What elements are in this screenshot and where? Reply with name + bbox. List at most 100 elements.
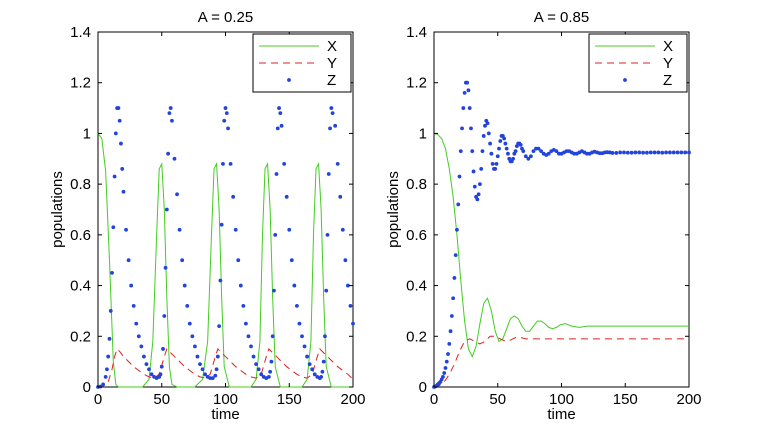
y-tick-label: 0.8 (406, 176, 427, 193)
y-tick-label: 0.8 (70, 176, 91, 193)
data-point (167, 111, 172, 116)
data-point (457, 174, 462, 179)
y-axis-label: populations (49, 171, 66, 248)
data-point (159, 364, 164, 369)
data-point (268, 369, 273, 374)
data-point (325, 232, 330, 237)
series-z (432, 80, 691, 389)
data-point (461, 106, 466, 110)
data-point (471, 169, 476, 174)
data-point (136, 334, 141, 339)
data-point (300, 334, 304, 339)
data-point (120, 167, 125, 171)
data-point (224, 111, 229, 116)
data-point (246, 334, 251, 339)
data-point (443, 366, 448, 370)
data-point (185, 303, 190, 308)
data-point (187, 321, 192, 326)
data-point (493, 167, 498, 171)
data-point (106, 354, 111, 359)
data-point (622, 150, 626, 155)
data-point (190, 334, 195, 339)
data-point (116, 106, 121, 110)
data-point (272, 288, 276, 293)
data-point (198, 362, 202, 367)
data-point (241, 303, 246, 308)
data-point (618, 150, 623, 155)
data-point (203, 372, 208, 377)
data-point (147, 367, 151, 372)
data-point (625, 150, 630, 155)
data-point (163, 265, 168, 270)
data-point (172, 156, 177, 161)
data-point (633, 150, 638, 155)
series-y (433, 335, 689, 388)
x-tick-label: 150 (613, 391, 638, 408)
data-point (554, 149, 559, 154)
data-point (475, 197, 480, 202)
y-axis-label: populations (385, 171, 402, 248)
data-point (504, 146, 509, 151)
series-line (97, 133, 353, 388)
data-point (217, 324, 222, 329)
data-point (233, 227, 238, 232)
data-point (478, 182, 482, 187)
data-point (101, 382, 105, 387)
data-point (110, 270, 114, 275)
data-point (107, 336, 112, 341)
data-point (219, 222, 224, 227)
y-tick-label: 0.2 (70, 328, 91, 345)
data-point (302, 344, 307, 349)
data-point (494, 161, 499, 166)
data-point (177, 227, 182, 232)
data-point (498, 139, 503, 143)
x-tick-label: 100 (213, 391, 238, 408)
data-point (656, 150, 661, 155)
data-point (236, 258, 241, 263)
data-point (458, 149, 463, 154)
data-point (289, 258, 294, 263)
data-point (648, 150, 653, 155)
data-point (469, 126, 473, 131)
data-point (444, 359, 449, 364)
data-point (536, 146, 541, 151)
data-point (269, 359, 274, 364)
data-point (679, 150, 684, 155)
data-point (149, 372, 154, 377)
data-point (259, 372, 264, 377)
x-axis-label: time (547, 406, 575, 423)
data-point (213, 373, 218, 378)
data-point (105, 367, 109, 372)
data-point (340, 227, 345, 232)
y-tick-label: 0.4 (406, 278, 427, 295)
data-point (321, 359, 326, 364)
data-point (614, 151, 619, 155)
data-point (195, 354, 200, 359)
data-point (221, 161, 225, 166)
data-point (266, 374, 271, 379)
series-y (97, 348, 354, 388)
legend-label: Y (327, 55, 337, 72)
x-tick-label: 100 (549, 391, 574, 408)
data-point (168, 106, 173, 110)
data-point (164, 207, 169, 212)
data-point (166, 151, 171, 156)
data-point (483, 123, 487, 128)
legend-label: X (663, 38, 673, 55)
y-tick-label: 0.6 (406, 227, 427, 244)
data-point (513, 149, 518, 154)
data-point (254, 362, 258, 367)
data-point (251, 354, 256, 359)
series-z (96, 106, 355, 389)
data-point (351, 321, 355, 326)
data-point (521, 149, 526, 154)
data-point (546, 151, 551, 156)
data-point (346, 283, 350, 288)
data-point (310, 367, 315, 372)
series-line (433, 335, 689, 388)
data-point (222, 118, 227, 123)
data-point (223, 106, 228, 110)
data-point (456, 202, 461, 207)
data-point (108, 309, 113, 313)
